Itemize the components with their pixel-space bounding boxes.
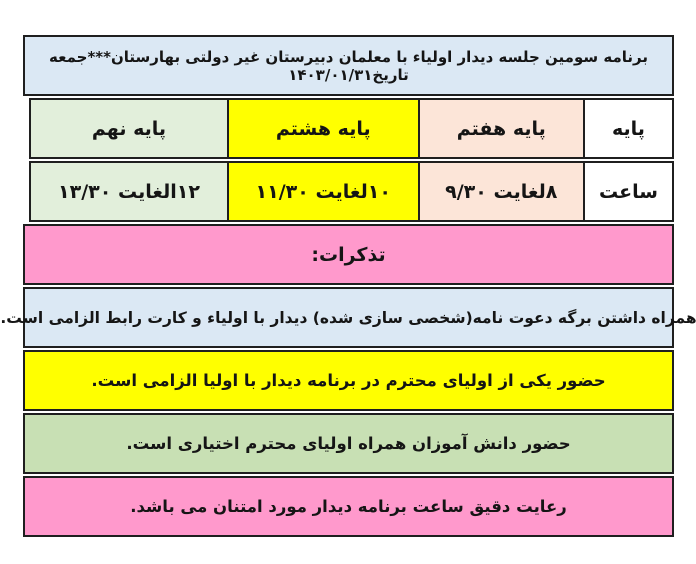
schedule-notice: برنامه سومین جلسه دیدار اولیاء با معلمان… (0, 35, 696, 539)
time-row-label: ساعت (582, 161, 674, 222)
time-grade9-cell: ۱۲الغایت ۱۳/۳۰ (29, 161, 229, 222)
time-grade7-cell: ۸لغایت ۹/۳۰ (417, 161, 585, 222)
grade-7-cell: پایه هفتم (417, 98, 585, 159)
title-row: برنامه سومین جلسه دیدار اولیاء با معلمان… (23, 35, 674, 96)
note-item-invitation: همراه داشتن برگه دعوت نامه(شخصی سازی شده… (0, 287, 696, 348)
notes-heading: تذکرات: (23, 224, 674, 285)
note-item-punctuality: رعایت دقیق ساعت برنامه دیدار مورد امتنان… (23, 476, 674, 537)
note-item-students-optional: حضور دانش آموزان همراه اولیای محترم اختی… (23, 413, 674, 474)
grade-8-cell: پایه هشتم (226, 98, 420, 159)
notice-title: برنامه سومین جلسه دیدار اولیاء با معلمان… (23, 35, 674, 96)
grade-row: پایه پایه هفتم پایه هشتم پایه نهم (23, 98, 674, 159)
grade-row-label: پایه (582, 98, 674, 159)
time-grade8-cell: ۱۰لغایت ۱۱/۳۰ (226, 161, 420, 222)
note-item-parent-presence: حضور یکی از اولیای محترم در برنامه دیدار… (23, 350, 674, 411)
grade-9-cell: پایه نهم (29, 98, 229, 159)
time-row: ساعت ۸لغایت ۹/۳۰ ۱۰لغایت ۱۱/۳۰ ۱۲الغایت … (23, 161, 674, 222)
